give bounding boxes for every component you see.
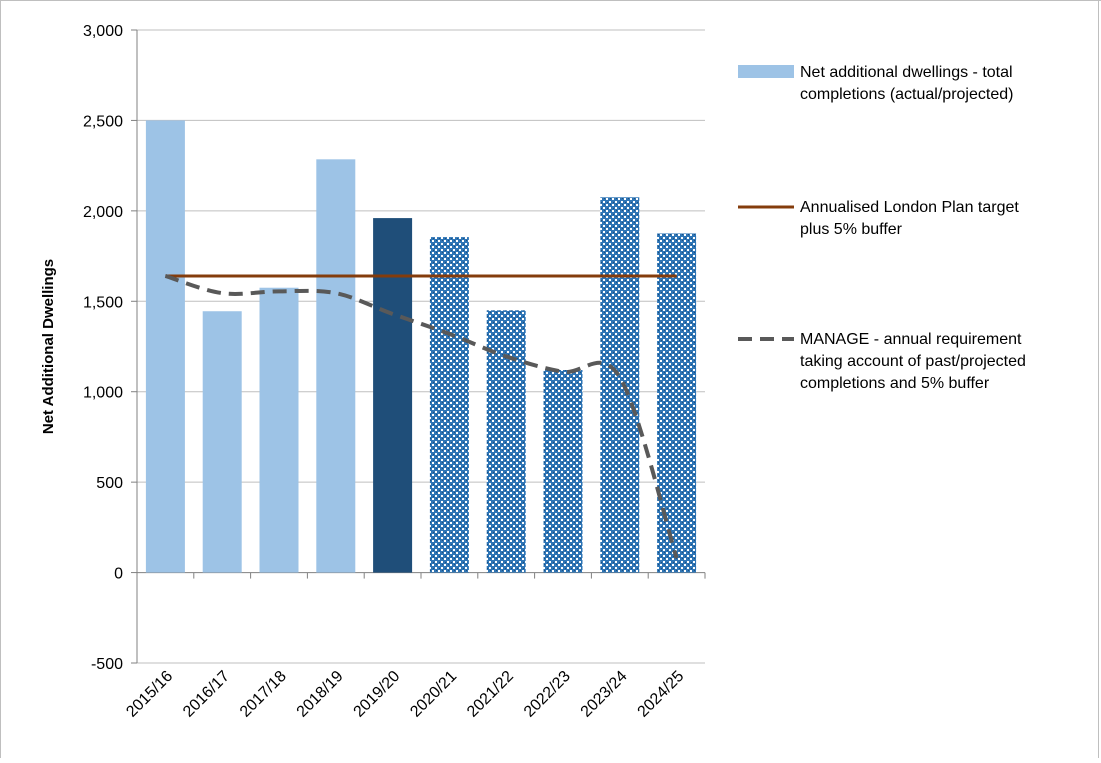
line-series <box>164 274 679 559</box>
legend-label: completions and 5% buffer <box>800 375 990 392</box>
x-tick-label: 2019/20 <box>351 668 404 721</box>
frame-top-border <box>0 0 1101 1</box>
bar-2021/22 <box>486 310 526 573</box>
legend-label: Net additional dwellings - total <box>800 64 1013 81</box>
frame-left-border <box>0 0 1 758</box>
y-tick-label: 1,000 <box>83 385 123 402</box>
x-tick-label: 2022/23 <box>521 668 574 721</box>
manage-line <box>164 274 679 559</box>
x-tick-label: 2016/17 <box>180 668 233 721</box>
legend-swatch-bars <box>738 65 794 78</box>
y-tick-label: 500 <box>96 475 123 492</box>
y-tick-label: 0 <box>114 566 123 583</box>
bar-2022/23 <box>543 370 583 573</box>
y-tick-label: -500 <box>91 656 123 673</box>
x-tick-label: 2021/22 <box>464 668 517 721</box>
bar-series <box>145 120 697 573</box>
x-tick-label: 2020/21 <box>407 668 460 721</box>
frame-right-border <box>1098 0 1099 758</box>
x-tick-label: 2017/18 <box>237 668 290 721</box>
bar-2019/20 <box>373 218 413 573</box>
bar-2023/24 <box>600 197 640 573</box>
y-axis-title: Net Additional Dwellings <box>40 259 57 434</box>
bar-2020/21 <box>429 237 469 573</box>
bar-2018/19 <box>316 159 356 573</box>
bar-2024/25 <box>657 233 697 573</box>
y-tick-label: 2,000 <box>83 204 123 221</box>
legend-label: MANAGE - annual requirement <box>800 331 1022 348</box>
bar-2017/18 <box>259 287 299 573</box>
legend: Net additional dwellings - total completi… <box>738 64 1026 392</box>
y-tick-label: 3,000 <box>83 23 123 40</box>
x-tick-label: 2023/24 <box>578 668 631 721</box>
x-tick-label: 2024/25 <box>635 668 688 721</box>
x-tick-label: 2018/19 <box>294 668 347 721</box>
legend-label: Annualised London Plan target <box>800 199 1019 216</box>
legend-label: plus 5% buffer <box>800 221 903 238</box>
y-tick-label: 1,500 <box>83 294 123 311</box>
x-tick-label: 2015/16 <box>123 668 176 721</box>
legend-label: completions (actual/projected) <box>800 86 1013 103</box>
bar-2016/17 <box>202 311 242 573</box>
legend-label: taking account of past/projected <box>800 353 1026 370</box>
y-tick-label: 2,500 <box>83 113 123 130</box>
bar-2015/16 <box>145 120 185 573</box>
